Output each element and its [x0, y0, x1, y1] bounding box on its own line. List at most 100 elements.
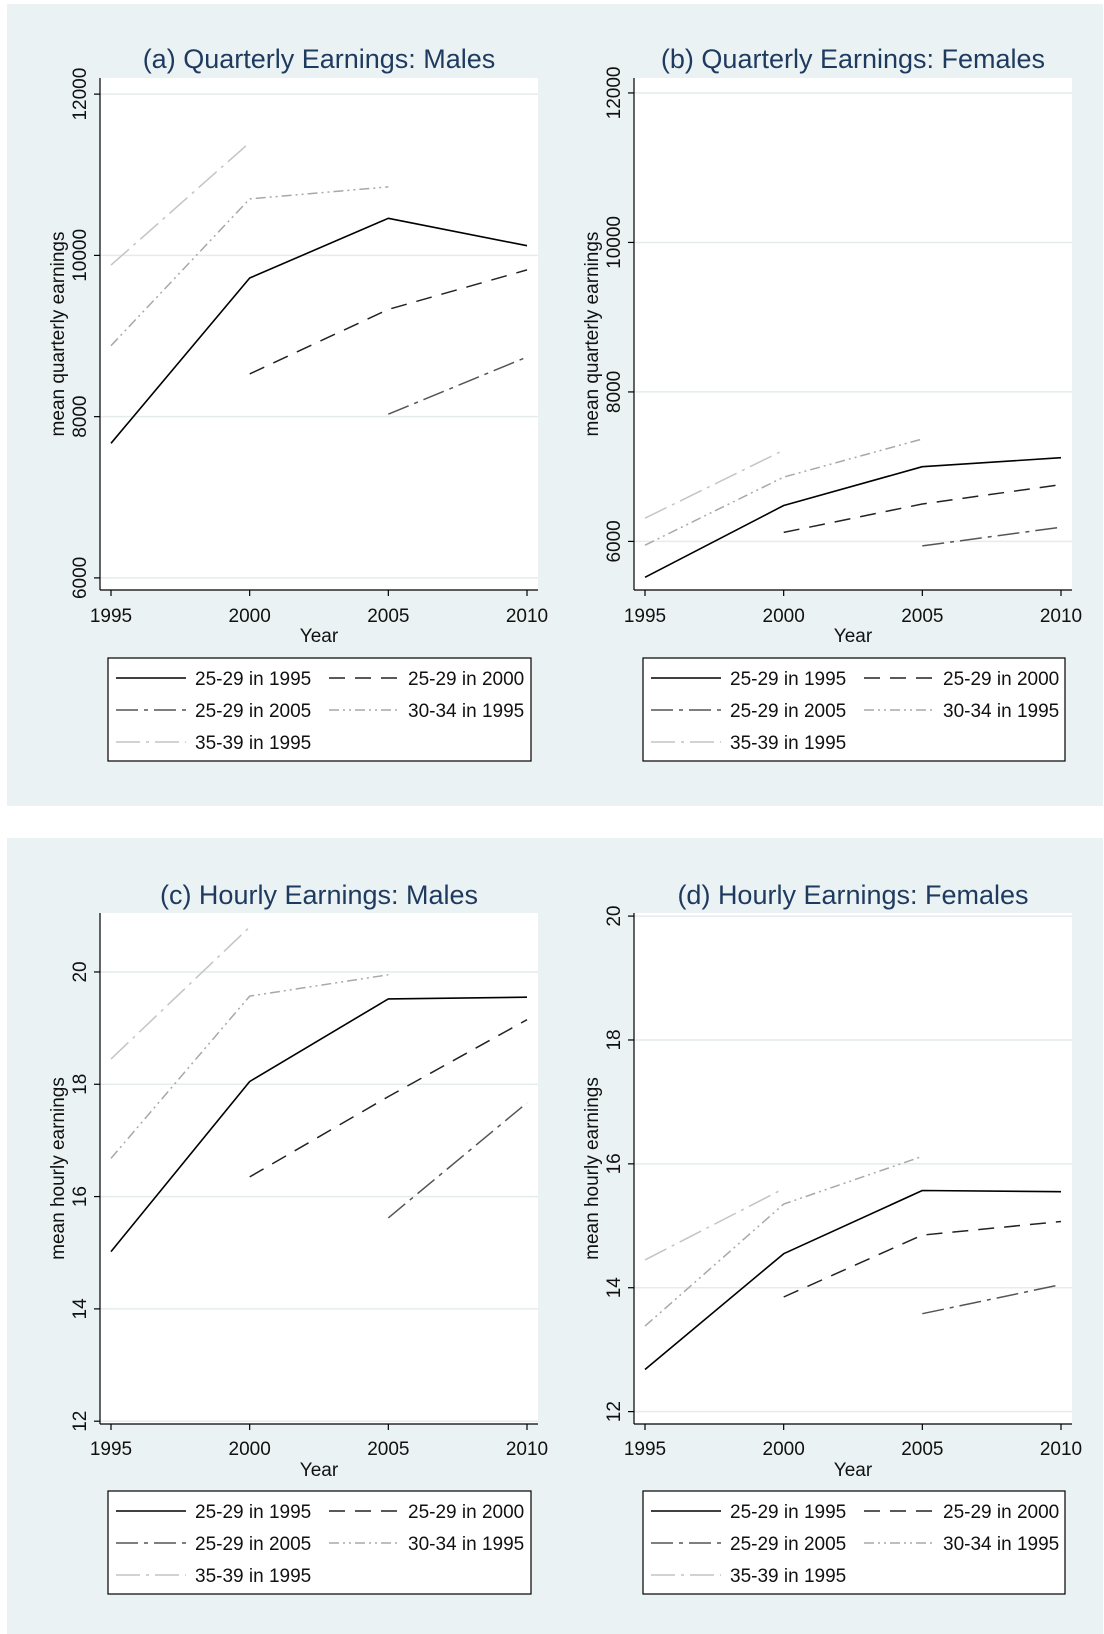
- legend-label-1: 25-29 in 2000: [408, 669, 524, 690]
- legend-label-1: 25-29 in 2000: [408, 1502, 524, 1523]
- legend-label-2: 25-29 in 2005: [730, 1534, 846, 1555]
- y-tick-label: 16: [70, 1186, 91, 1207]
- y-axis-label: mean hourly earnings: [582, 1077, 603, 1260]
- chart-title: (b) Quarterly Earnings: Females: [661, 44, 1045, 74]
- series-line-3: [110, 186, 389, 347]
- chart-title: (d) Hourly Earnings: Females: [677, 880, 1028, 910]
- legend-label-4: 35-39 in 1995: [730, 733, 846, 754]
- x-axis-label: Year: [300, 1460, 339, 1481]
- series-line-4: [644, 1187, 785, 1261]
- series-line-0: [644, 1189, 1062, 1371]
- y-tick-label: 14: [604, 1277, 625, 1299]
- legend-box: [642, 1490, 1066, 1595]
- y-axis-label: mean hourly earnings: [48, 1077, 69, 1260]
- y-tick-label: 12: [70, 1411, 91, 1432]
- series-line-1: [783, 1220, 1062, 1298]
- series-line-0: [110, 217, 528, 444]
- legend-label-2: 25-29 in 2005: [195, 1534, 311, 1555]
- x-tick-label: 2000: [229, 1439, 271, 1460]
- x-tick-label: 1995: [624, 606, 666, 627]
- legend-box: [642, 657, 1066, 762]
- y-tick-label: 20: [70, 961, 91, 982]
- series-line-3: [110, 974, 389, 1159]
- y-axis-label: mean quarterly earnings: [48, 232, 69, 437]
- x-tick-label: 2010: [506, 1439, 548, 1460]
- y-tick-label: 12000: [70, 68, 91, 121]
- series-line-4: [110, 926, 251, 1060]
- chart-d: 12 14 16 18 20 1995 2000 2005 2010 (d) Hourly Ear…: [582, 880, 1082, 1595]
- legend: 25-29 in 1995 25-29 in 2000 25-29 in 2005 3…: [642, 1490, 1066, 1595]
- series-line-2: [922, 1283, 1062, 1315]
- y-tick-label: 18: [70, 1074, 91, 1095]
- legend: 25-29 in 1995 25-29 in 2000 25-29 in 2005 3…: [642, 657, 1066, 762]
- legend-label-4: 35-39 in 1995: [730, 1566, 846, 1587]
- legend-label-3: 30-34 in 1995: [408, 1534, 524, 1555]
- chart-b: 6000 8000 10000 12000 1995 2000 2005 2010 (b) Qu…: [582, 44, 1082, 762]
- x-tick-label: 2005: [901, 1439, 943, 1460]
- x-tick-label: 1995: [90, 606, 132, 627]
- y-tick-label: 6000: [604, 520, 625, 562]
- y-tick-label: 6000: [70, 557, 91, 599]
- series-line-1: [249, 269, 528, 375]
- legend-label-2: 25-29 in 2005: [730, 701, 846, 722]
- y-tick-label: 18: [604, 1029, 625, 1050]
- legend-label-0: 25-29 in 1995: [195, 1502, 311, 1523]
- legend-label-3: 30-34 in 1995: [943, 1534, 1059, 1555]
- chart-title: (a) Quarterly Earnings: Males: [143, 44, 496, 74]
- y-tick-label: 10000: [604, 216, 625, 269]
- legend-label-4: 35-39 in 1995: [195, 733, 311, 754]
- plot-area: [100, 913, 538, 1424]
- series-line-4: [110, 141, 251, 266]
- y-axis-label: mean quarterly earnings: [582, 232, 603, 437]
- x-tick-label: 2005: [367, 1439, 409, 1460]
- legend-box: [107, 1490, 532, 1595]
- series-line-3: [644, 1155, 923, 1327]
- y-tick-label: 16: [604, 1153, 625, 1174]
- y-tick-label: 12: [604, 1401, 625, 1422]
- x-tick-label: 2000: [763, 1439, 805, 1460]
- y-tick-label: 8000: [604, 371, 625, 413]
- y-tick-label: 10000: [70, 229, 91, 282]
- x-tick-label: 2000: [229, 606, 271, 627]
- legend-label-3: 30-34 in 1995: [408, 701, 524, 722]
- legend-label-3: 30-34 in 1995: [943, 701, 1059, 722]
- x-axis-label: Year: [834, 626, 873, 647]
- series-line-2: [388, 356, 528, 415]
- legend-label-4: 35-39 in 1995: [195, 1566, 311, 1587]
- series-line-2: [387, 1102, 528, 1219]
- plot-area: [634, 78, 1072, 590]
- y-tick-label: 14: [70, 1298, 91, 1320]
- series-line-0: [644, 456, 1062, 579]
- y-tick-label: 8000: [70, 396, 91, 438]
- legend: 25-29 in 1995 25-29 in 2000 25-29 in 2005 3…: [107, 1490, 532, 1595]
- y-tick-label: 12000: [604, 67, 625, 120]
- chart-a: 6000 8000 10000 12000 1995 2000 2005 2010 (a) Qu…: [48, 44, 548, 762]
- legend-box: [107, 657, 532, 762]
- legend-label-1: 25-29 in 2000: [943, 1502, 1059, 1523]
- legend-label-0: 25-29 in 1995: [730, 669, 846, 690]
- legend: 25-29 in 1995 25-29 in 2000 25-29 in 2005 3…: [107, 657, 532, 762]
- legend-label-0: 25-29 in 1995: [195, 669, 311, 690]
- chart-c: 12 14 16 18 20 1995 2000 2005 2010 (c) Hourly Ear…: [48, 880, 548, 1595]
- series-line-0: [110, 996, 528, 1253]
- x-tick-label: 1995: [624, 1439, 666, 1460]
- chart-title: (c) Hourly Earnings: Males: [160, 880, 478, 910]
- x-tick-label: 2000: [763, 606, 805, 627]
- x-tick-label: 2010: [1040, 606, 1082, 627]
- y-tick-label: 20: [604, 906, 625, 927]
- legend-label-0: 25-29 in 1995: [730, 1502, 846, 1523]
- plot-area: [634, 913, 1072, 1424]
- series-line-1: [249, 1019, 528, 1178]
- legend-label-1: 25-29 in 2000: [943, 669, 1059, 690]
- plot-area: [100, 78, 538, 590]
- x-tick-label: 2005: [367, 606, 409, 627]
- x-tick-label: 2010: [1040, 1439, 1082, 1460]
- legend-label-2: 25-29 in 2005: [195, 701, 311, 722]
- x-tick-label: 2005: [901, 606, 943, 627]
- x-axis-label: Year: [300, 626, 339, 647]
- series-line-4: [644, 449, 785, 519]
- x-axis-label: Year: [834, 1460, 873, 1481]
- series-line-1: [783, 483, 1062, 534]
- x-tick-label: 1995: [90, 1439, 132, 1460]
